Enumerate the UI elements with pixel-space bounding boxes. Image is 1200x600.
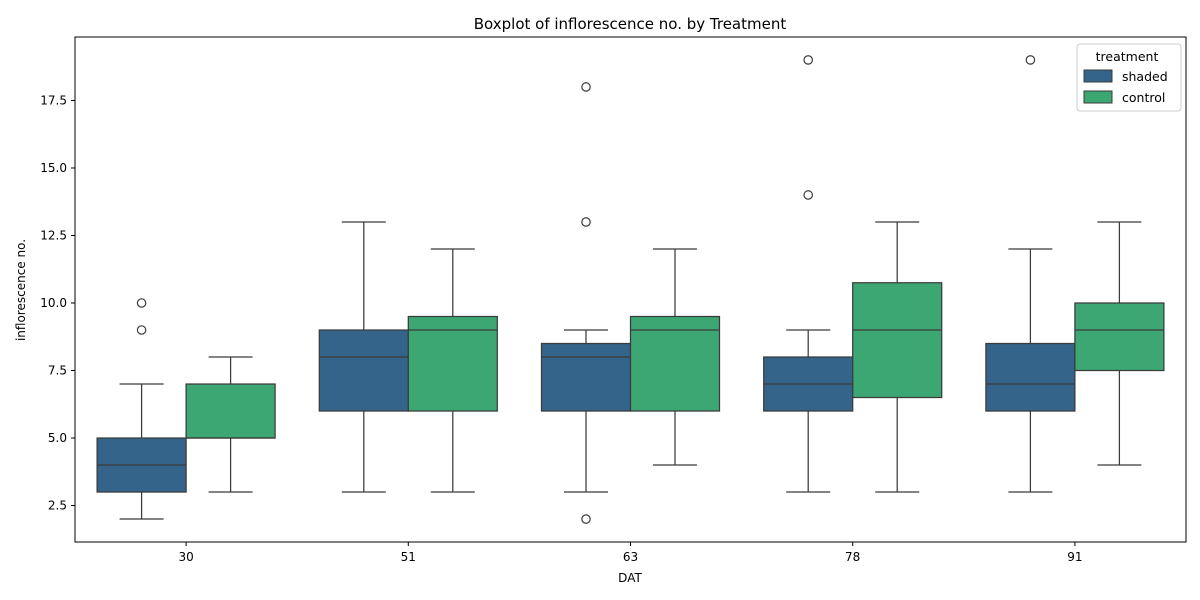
legend-swatch-control [1083,90,1113,104]
legend: treatment shaded control [1076,43,1182,112]
outlier-shaded-30 [136,325,147,335]
y-tick-label: 15.0 [40,161,67,175]
y-tick-label: 17.5 [40,93,67,107]
box-control-30 [185,383,276,439]
outlier-shaded-78 [803,190,813,200]
axes-frame [74,36,1187,543]
y-tick-label: 2.5 [48,499,67,513]
box-shaded-63 [540,342,632,412]
outlier-shaded-78 [803,55,813,65]
x-tick-label: 63 [623,550,638,564]
x-tick-label: 51 [401,550,416,564]
box-control-51 [407,315,498,412]
outlier-shaded-30 [136,298,147,308]
outlier-shaded-63 [581,514,591,524]
legend-title: treatment [1096,49,1159,64]
legend-swatch-shaded [1083,69,1113,83]
box-shaded-91 [985,342,1076,412]
outlier-shaded-63 [581,82,591,92]
y-tick-label: 5.0 [48,431,67,445]
outlier-shaded-63 [581,217,591,227]
y-tick-label: 7.5 [48,364,67,378]
box-control-91 [1074,302,1165,372]
plot-area: 2.5 5.0 7.5 10.0 12.5 15.0 17.5 30 51 63 78 91 [40,36,1187,564]
legend-label-shaded: shaded [1122,69,1168,84]
y-tick-label: 12.5 [40,228,67,242]
x-tick-label: 30 [178,550,193,564]
chart-title: Boxplot of inflorescence no. by Treatmen… [474,15,787,33]
y-axis-title: inflorescence no. [14,239,28,341]
y-tick-label: 10.0 [40,296,67,310]
x-tick-label: 78 [845,550,860,564]
box-shaded-51 [318,329,409,412]
legend-label-control: control [1122,90,1165,105]
box-control-63 [629,315,721,412]
box-control-78 [852,282,943,399]
x-tick-label: 91 [1067,550,1082,564]
outlier-shaded-91 [1025,55,1036,65]
x-axis-title: DAT [618,571,642,585]
